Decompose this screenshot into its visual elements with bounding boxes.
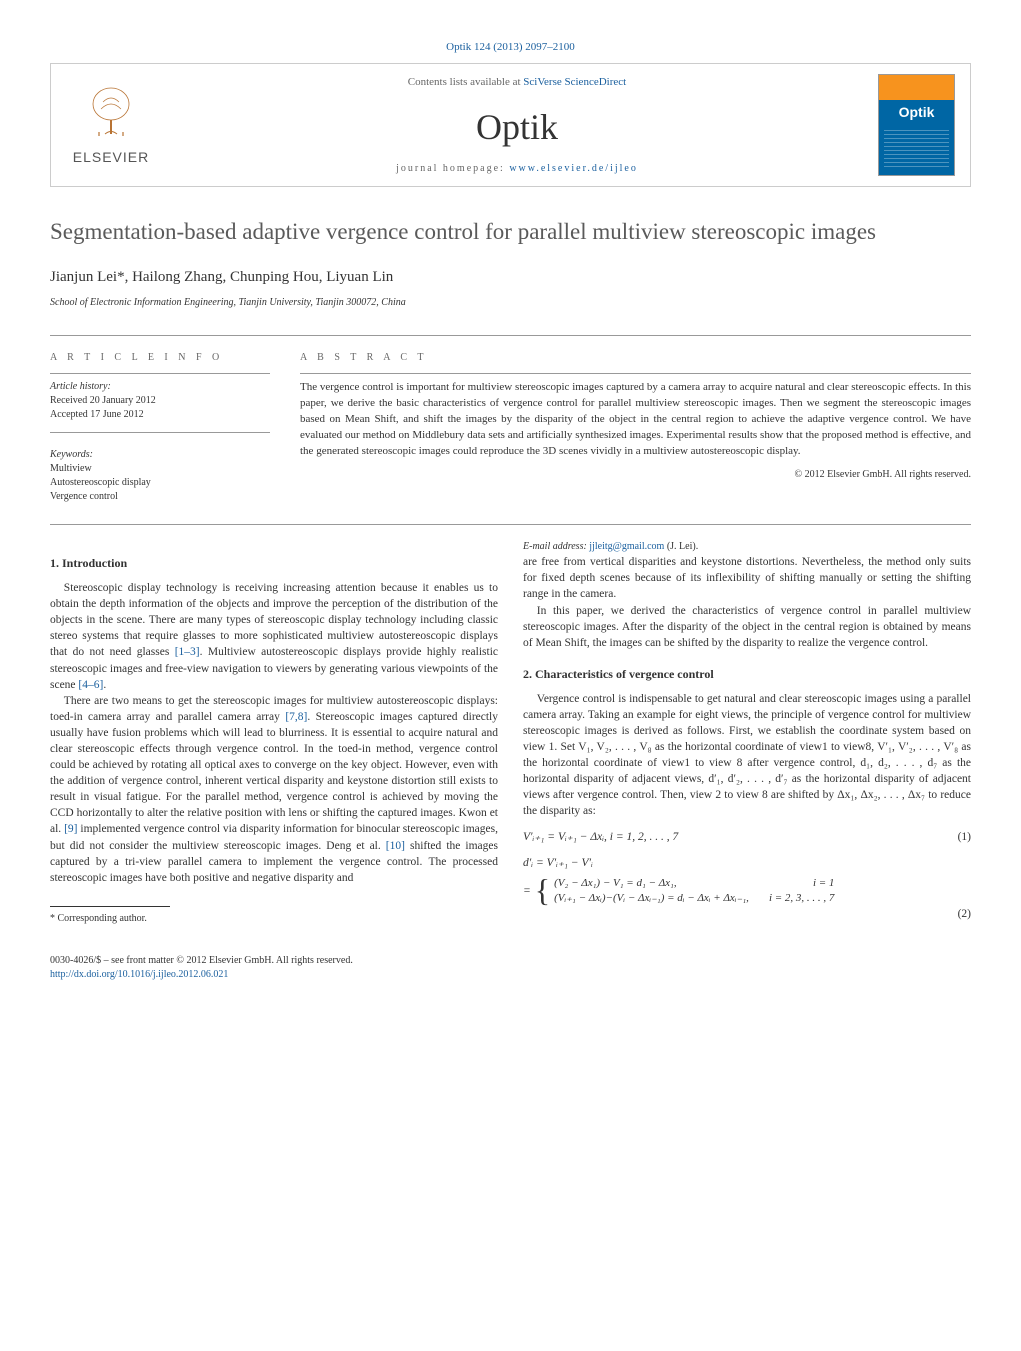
homepage-link[interactable]: www.elsevier.de/ijleo bbox=[509, 163, 638, 174]
email-footnote: E-mail address: jjleitg@gmail.com (J. Le… bbox=[523, 540, 971, 554]
divider bbox=[50, 524, 971, 525]
doi-link[interactable]: http://dx.doi.org/10.1016/j.ijleo.2012.0… bbox=[50, 969, 228, 980]
contents-available: Contents lists available at SciVerse Sci… bbox=[156, 75, 878, 90]
article-info-column: A R T I C L E I N F O Article history: R… bbox=[50, 351, 270, 504]
case-cond: i = 2, 3, . . . , 7 bbox=[769, 891, 834, 906]
keywords-label: Keywords: bbox=[50, 448, 270, 462]
abstract-column: A B S T R A C T The vergence control is … bbox=[300, 351, 971, 504]
cover-thumb-title: Optik bbox=[879, 103, 954, 123]
email-label: E-mail address: bbox=[523, 541, 589, 552]
paragraph: There are two means to get the stereosco… bbox=[50, 693, 498, 886]
ref-link[interactable]: [7,8] bbox=[285, 711, 307, 723]
article-info-heading: A R T I C L E I N F O bbox=[50, 351, 270, 365]
elsevier-tree-icon bbox=[81, 84, 141, 144]
journal-header: ELSEVIER Contents lists available at Sci… bbox=[50, 63, 971, 187]
divider bbox=[50, 335, 971, 336]
ref-link[interactable]: [10] bbox=[386, 840, 405, 852]
paragraph: are free from vertical disparities and k… bbox=[523, 554, 971, 602]
divider bbox=[300, 373, 971, 374]
header-center: Contents lists available at SciVerse Sci… bbox=[156, 75, 878, 177]
paragraph: Stereoscopic display technology is recei… bbox=[50, 580, 498, 693]
ref-link[interactable]: [4–6] bbox=[78, 679, 103, 691]
footer-metadata: 0030-4026/$ – see front matter © 2012 El… bbox=[50, 954, 971, 982]
authors: Jianjun Lei*, Hailong Zhang, Chunping Ho… bbox=[50, 267, 971, 288]
journal-title: Optik bbox=[156, 102, 878, 152]
journal-reference: Optik 124 (2013) 2097–2100 bbox=[50, 40, 971, 55]
affiliation: School of Electronic Information Enginee… bbox=[50, 296, 971, 310]
case-cond: i = 1 bbox=[813, 876, 834, 891]
journal-ref-link[interactable]: Optik 124 (2013) 2097–2100 bbox=[446, 41, 575, 53]
paragraph: Vergence control is indispensable to get… bbox=[523, 691, 971, 820]
keyword: Autostereoscopic display bbox=[50, 476, 270, 490]
article-title: Segmentation-based adaptive vergence con… bbox=[50, 217, 971, 247]
accepted-date: Accepted 17 June 2012 bbox=[50, 408, 270, 422]
case-expr: (V₂ − Δx₁) − V₁ = d₁ − Δx₁, bbox=[554, 876, 677, 891]
history-label: Article history: bbox=[50, 381, 111, 392]
corresponding-author-note: * Corresponding author. bbox=[50, 912, 498, 926]
homepage-prefix: journal homepage: bbox=[396, 163, 509, 174]
paragraph: In this paper, we derived the characteri… bbox=[523, 603, 971, 651]
keyword: Multiview bbox=[50, 462, 270, 476]
ref-link[interactable]: [1–3] bbox=[175, 646, 200, 658]
abstract-text: The vergence control is important for mu… bbox=[300, 380, 971, 460]
received-date: Received 20 January 2012 bbox=[50, 394, 270, 408]
section-2-heading: 2. Characteristics of vergence control bbox=[523, 666, 971, 683]
equation-1: V′ᵢ₊₁ = Vᵢ₊₁ − Δxᵢ, i = 1, 2, . . . , 7 … bbox=[523, 829, 971, 845]
equation-2: d′ᵢ = V′ᵢ₊₁ − V′ᵢ = { (V₂ − Δx₁) − V₁ = … bbox=[523, 855, 971, 922]
divider bbox=[50, 432, 270, 433]
body-text: 1. Introduction Stereoscopic display tec… bbox=[50, 540, 971, 929]
equation-case: (V₂ − Δx₁) − V₁ = d₁ − Δx₁, i = 1 bbox=[554, 876, 834, 891]
equation-number: (2) bbox=[523, 906, 971, 922]
ref-link[interactable]: [9] bbox=[64, 823, 77, 835]
meta-abstract-row: A R T I C L E I N F O Article history: R… bbox=[50, 351, 971, 504]
footnote-separator bbox=[50, 906, 170, 907]
email-suffix: (J. Lei). bbox=[664, 541, 698, 552]
case-expr: (Vᵢ₊₁ − Δxᵢ)−(Vᵢ − Δxᵢ₋₁) = dᵢ − Δxᵢ + Δ… bbox=[554, 891, 749, 906]
issn-copyright: 0030-4026/$ – see front matter © 2012 El… bbox=[50, 954, 971, 968]
equation-lhs: d′ᵢ = V′ᵢ₊₁ − V′ᵢ bbox=[523, 855, 971, 871]
cover-thumb-decoration bbox=[884, 130, 949, 170]
sciencedirect-link[interactable]: SciVerse ScienceDirect bbox=[523, 76, 626, 88]
keyword: Vergence control bbox=[50, 490, 270, 504]
divider bbox=[50, 373, 270, 374]
abstract-heading: A B S T R A C T bbox=[300, 351, 971, 365]
equation-body: V′ᵢ₊₁ = Vᵢ₊₁ − Δxᵢ, i = 1, 2, . . . , 7 bbox=[523, 829, 678, 845]
equation-number: (1) bbox=[958, 829, 971, 845]
publisher-logo: ELSEVIER bbox=[66, 84, 156, 168]
email-link[interactable]: jjleitg@gmail.com bbox=[589, 541, 664, 552]
journal-homepage: journal homepage: www.elsevier.de/ijleo bbox=[156, 162, 878, 176]
publisher-name: ELSEVIER bbox=[66, 148, 156, 168]
contents-prefix: Contents lists available at bbox=[408, 76, 523, 88]
cover-thumbnail: Optik bbox=[878, 74, 955, 176]
section-1-heading: 1. Introduction bbox=[50, 555, 498, 572]
abstract-copyright: © 2012 Elsevier GmbH. All rights reserve… bbox=[300, 468, 971, 482]
equation-case: (Vᵢ₊₁ − Δxᵢ)−(Vᵢ − Δxᵢ₋₁) = dᵢ − Δxᵢ + Δ… bbox=[554, 891, 834, 906]
